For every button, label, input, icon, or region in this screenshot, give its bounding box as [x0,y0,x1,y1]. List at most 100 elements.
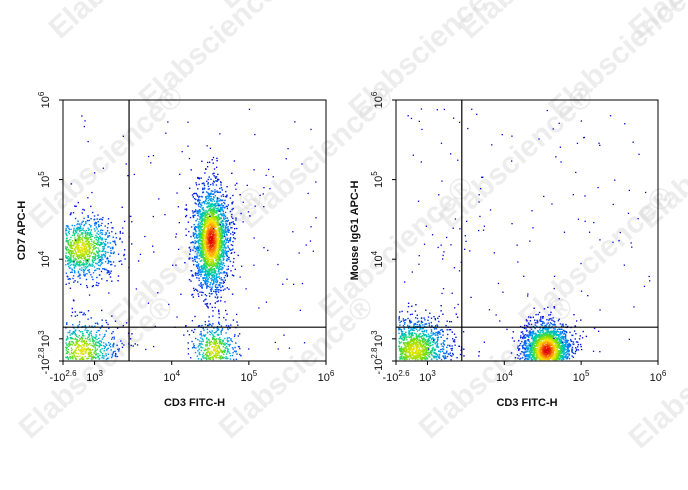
event-dot [198,221,200,223]
event-dot [72,244,74,246]
event-dot [220,279,222,281]
event-dot [85,262,87,264]
event-dot [212,236,214,238]
event-dot [229,239,231,242]
event-dot [196,290,199,292]
event-dot [222,343,225,345]
event-dot [222,267,224,269]
event-dot [533,307,535,309]
event-dot [203,183,205,185]
event-dot [106,348,108,350]
event-dot [579,343,582,346]
event-dot [83,269,86,271]
event-dot [228,337,230,339]
event-dot [191,347,194,349]
event-dot [400,330,403,333]
event-dot [220,208,222,211]
event-dot [86,238,88,240]
event-dot [72,277,74,280]
event-dot [214,176,216,178]
event-dot [199,199,201,202]
event-dot [77,243,79,245]
event-dot [221,235,223,237]
event-dot [88,339,90,341]
event-dot [223,357,225,359]
event-dot [415,346,417,348]
event-dot [99,265,101,267]
event-dot [247,211,250,213]
event-dot [99,244,101,247]
event-dot [450,347,452,350]
event-dot [420,343,422,346]
event-dot [98,342,100,344]
event-dot [193,247,195,249]
event-dot [98,267,100,270]
event-dot [81,358,83,360]
event-dot [207,225,209,227]
event-dot [434,319,437,321]
event-dot [95,349,97,352]
event-dot [201,324,203,327]
event-dot [191,210,194,212]
event-dot [217,216,220,218]
event-dot [222,237,224,239]
event-dot [68,265,70,268]
event-dot [96,276,98,279]
event-dot [405,356,407,358]
event-dot [94,245,96,247]
event-dot [220,325,223,327]
event-dot [213,274,215,276]
event-dot [90,317,92,319]
event-dot [412,344,414,346]
event-dot [233,335,236,338]
event-dot [216,200,219,203]
event-dot [98,261,101,263]
event-dot [86,357,88,360]
event-dot [82,314,84,316]
event-dot [208,233,210,236]
event-dot [227,325,230,327]
event-dot [107,236,109,238]
event-dot [111,355,114,357]
event-dot [213,327,215,329]
event-dot [84,268,87,270]
event-dot [107,357,109,359]
event-dot [220,277,223,279]
event-dot [76,255,78,257]
event-dot [210,190,213,192]
event-dot [84,245,87,248]
event-dot [550,317,552,320]
event-dot [197,265,199,267]
event-dot [224,337,226,340]
event-dot [425,339,427,341]
event-dot [96,236,98,238]
event-dot [415,351,417,353]
event-dot [406,349,408,352]
event-dot [419,325,422,327]
event-dot [180,293,182,295]
event-dot [214,275,216,278]
event-dot [222,279,224,281]
event-dot [99,236,102,239]
event-dot [422,324,424,326]
event-dot [232,248,234,250]
event-dot [206,270,208,273]
event-dot [193,346,196,349]
event-dot [220,184,222,186]
event-dot [203,201,205,204]
event-dot [191,194,194,196]
event-dot [424,342,426,344]
event-dot [74,229,77,231]
event-dot [429,344,432,347]
event-dot [192,216,195,219]
event-dot [92,246,94,248]
event-dot [206,235,208,237]
event-dot [207,307,209,309]
event-dot [421,351,423,353]
event-dot [87,336,89,339]
event-dot [220,217,222,219]
event-dot [204,221,206,223]
event-dot [225,227,227,229]
event-dot [202,238,205,240]
event-dot [212,248,214,250]
